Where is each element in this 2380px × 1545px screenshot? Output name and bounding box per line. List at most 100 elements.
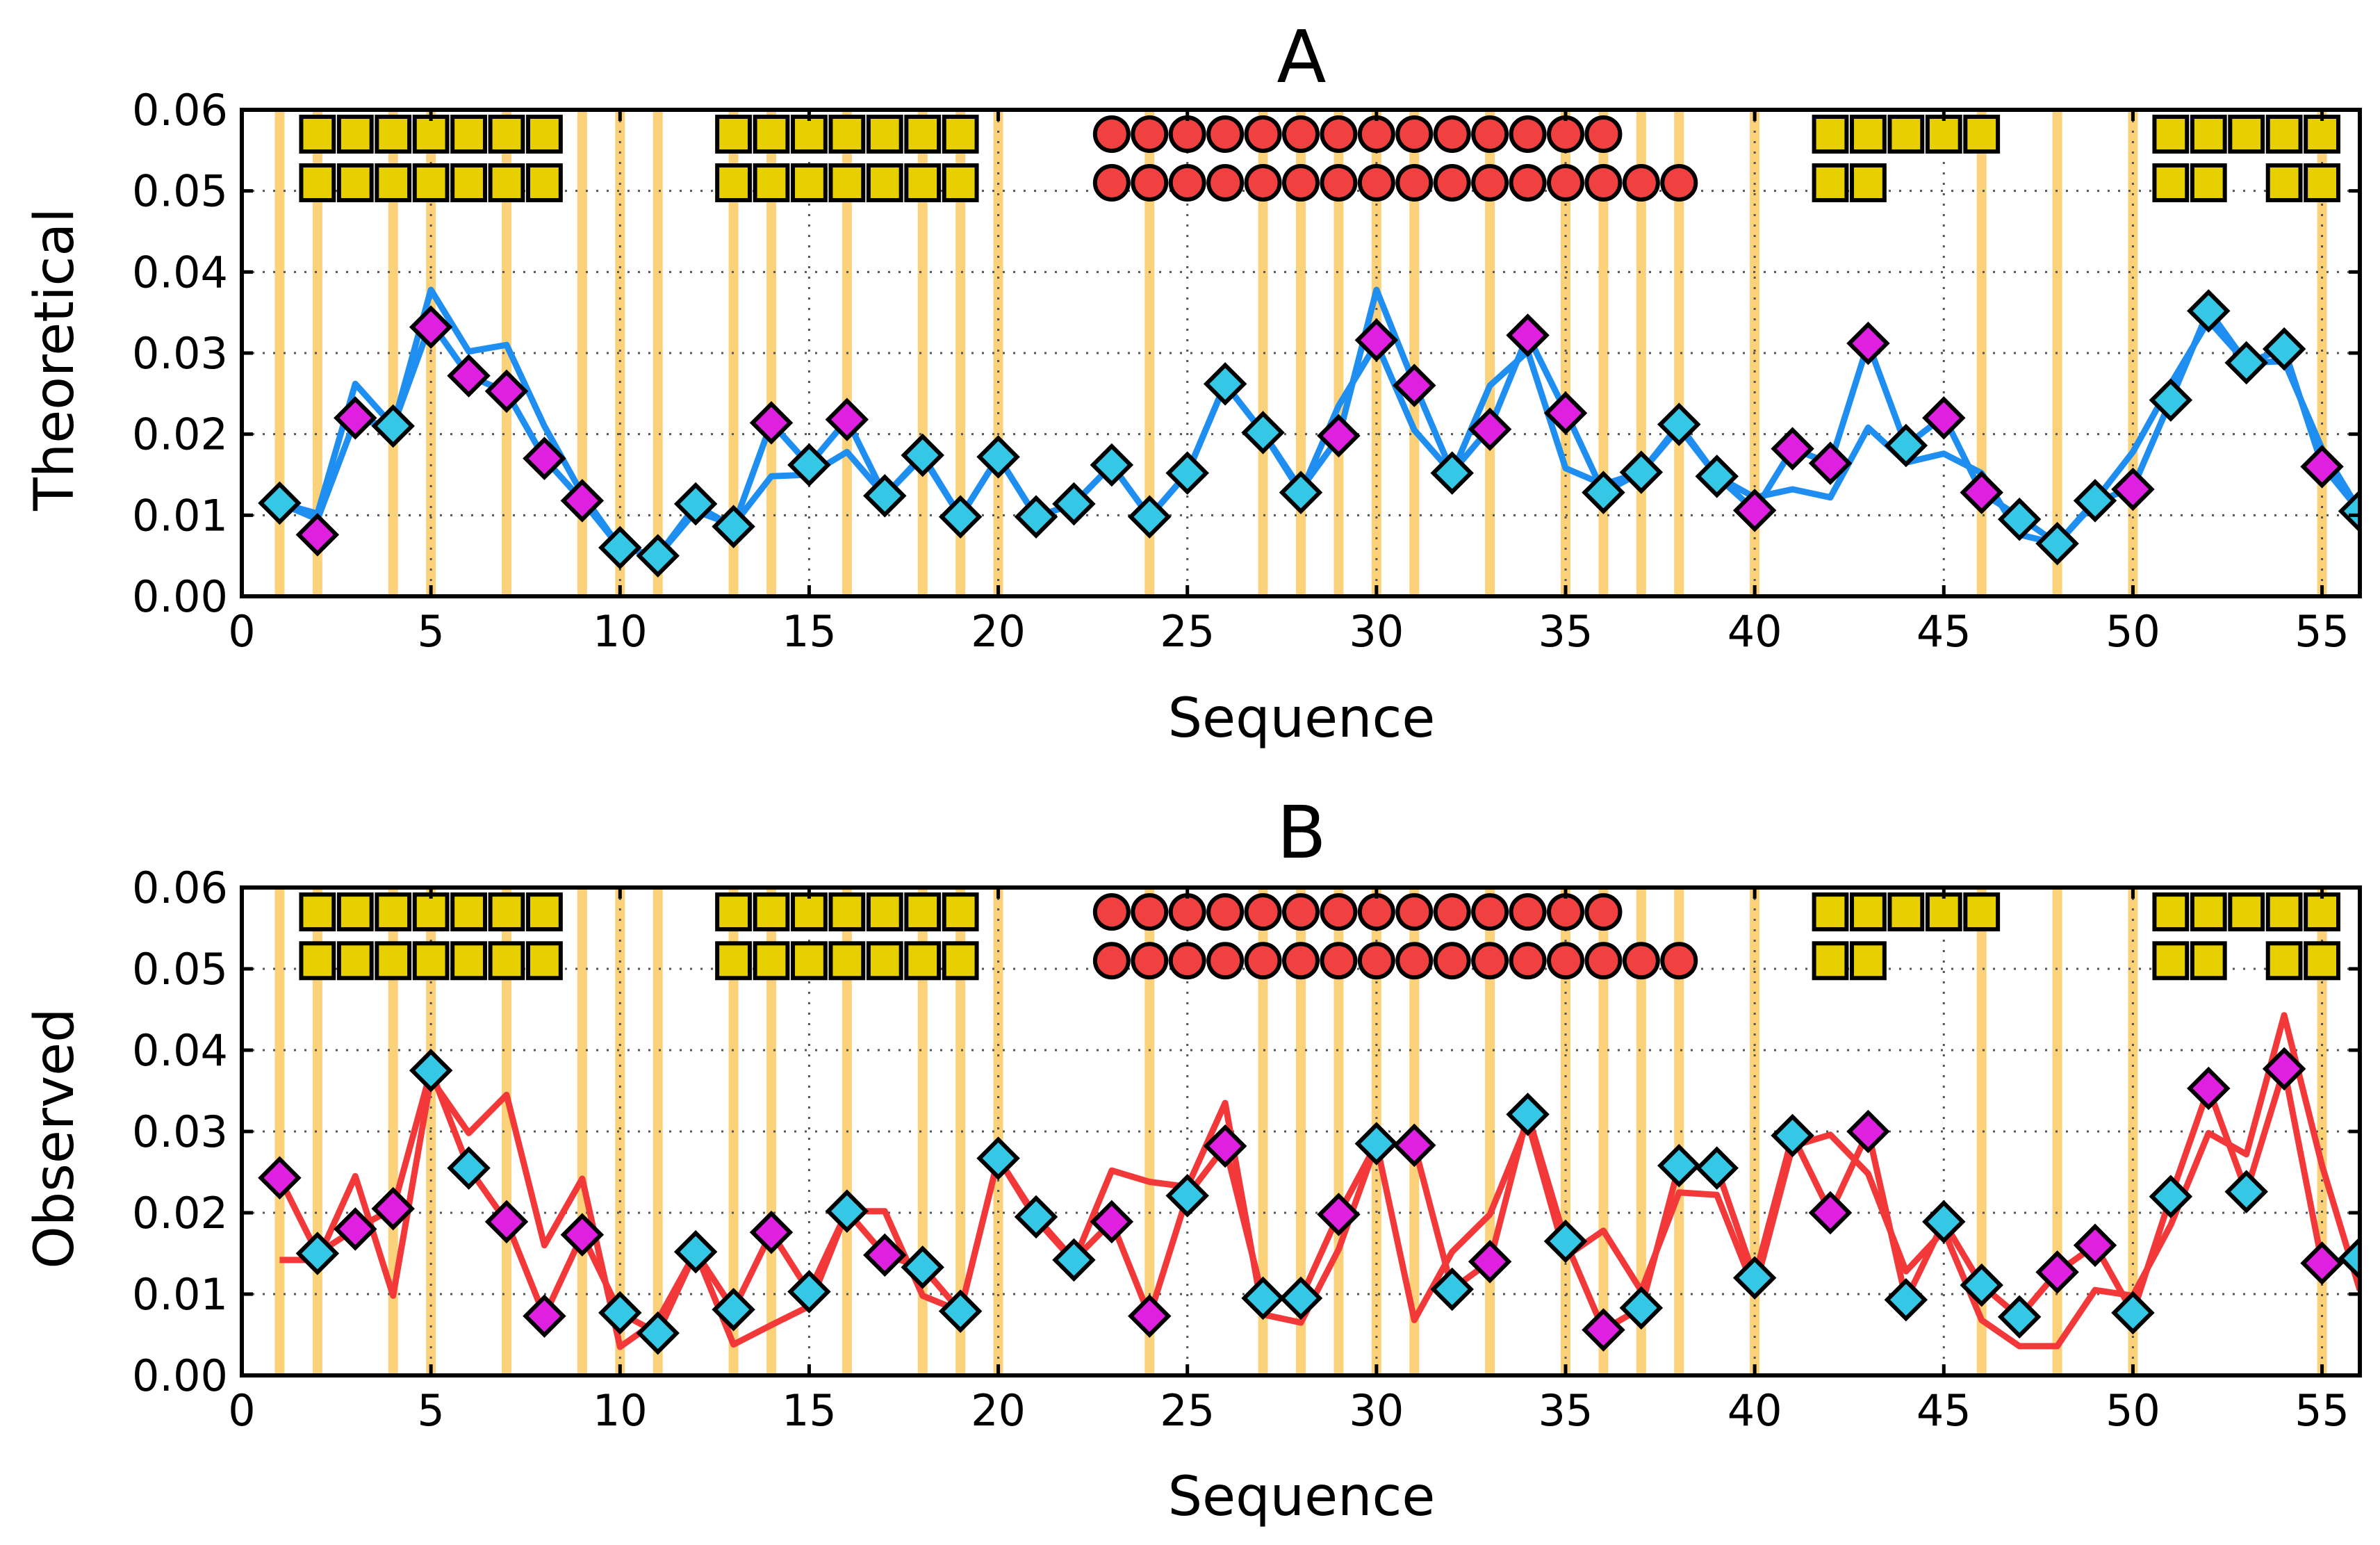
- y-tick-label: 0.06: [132, 85, 228, 136]
- marker-magenta: [2035, 1250, 2079, 1294]
- marker-cyan: [1241, 1276, 1285, 1321]
- x-tick-label: 0: [228, 606, 255, 657]
- marker-cyan: [371, 404, 415, 448]
- x-tick-label: 10: [593, 606, 648, 657]
- marker-cyan: [258, 481, 302, 525]
- helix-box-lower: [942, 941, 979, 981]
- marker-magenta: [484, 369, 529, 414]
- highlight-band: [1674, 110, 1684, 596]
- marker-magenta: [2187, 1066, 2231, 1111]
- x-tick-label: 5: [417, 606, 444, 657]
- marker-magenta: [447, 354, 491, 398]
- helix-box-lower: [299, 941, 336, 981]
- helix-box-lower: [753, 941, 790, 981]
- y-tick-label: 0.05: [132, 944, 228, 995]
- marker-cyan: [1657, 402, 1701, 446]
- helix-box-lower: [828, 941, 866, 981]
- highlight-band: [1976, 888, 1987, 1375]
- marker-magenta: [1468, 1239, 1512, 1284]
- marker-magenta: [863, 1233, 907, 1277]
- helix-box-lower: [450, 163, 487, 202]
- helix-box-lower: [2152, 163, 2190, 202]
- marker-cyan: [1506, 1093, 1550, 1136]
- series-line-2: [279, 1012, 2360, 1350]
- x-tick-label: 25: [1160, 606, 1215, 657]
- strand-circle-upper: [1509, 115, 1547, 153]
- marker-cyan: [1582, 471, 1625, 514]
- highlight-band: [1258, 110, 1268, 596]
- marker-cyan: [901, 433, 944, 477]
- marker-cyan: [825, 1189, 869, 1233]
- helix-box-upper: [375, 115, 412, 154]
- x-tick-label: 10: [593, 1385, 648, 1436]
- x-tick-label: 55: [2295, 1385, 2349, 1436]
- highlight-band: [388, 110, 398, 596]
- helix-box-upper: [450, 892, 487, 932]
- helix-box-lower: [942, 163, 979, 202]
- strand-circle-upper: [1206, 115, 1245, 153]
- helix-box-lower: [715, 163, 752, 202]
- marker-cyan: [1430, 1267, 1474, 1311]
- marker-magenta: [1543, 391, 1588, 435]
- marker-cyan: [1052, 482, 1096, 526]
- helix-box-upper: [1850, 892, 1887, 932]
- helix-box-upper: [1887, 115, 1925, 154]
- helix-box-upper: [1963, 892, 2001, 932]
- strand-circle-upper: [1092, 115, 1131, 153]
- marker-cyan: [2149, 1175, 2193, 1218]
- marker-cyan: [2035, 521, 2079, 566]
- marker-cyan: [2262, 327, 2306, 371]
- strand-circle-upper: [1244, 893, 1282, 931]
- helix-box-lower: [791, 163, 828, 202]
- x-tick-label: 20: [971, 606, 1026, 657]
- marker-cyan: [1241, 411, 1285, 455]
- marker-cyan: [1922, 1200, 1966, 1244]
- strand-circle-lower: [1660, 942, 1698, 980]
- helix-box-lower: [2304, 163, 2340, 202]
- x-tick-label: 15: [782, 606, 837, 657]
- marker-magenta: [371, 1186, 415, 1231]
- marker-cyan: [2073, 479, 2117, 523]
- highlight-band: [274, 110, 285, 596]
- strand-circle-lower: [1168, 164, 1206, 202]
- marker-cyan: [2338, 1236, 2360, 1280]
- marker-magenta: [1468, 407, 1512, 451]
- marker-cyan: [1090, 443, 1134, 487]
- marker-magenta: [2073, 1223, 2117, 1268]
- marker-magenta: [409, 305, 453, 349]
- strand-circle-lower: [1320, 164, 1358, 202]
- strand-circle-lower: [1509, 164, 1547, 202]
- marker-cyan: [1997, 1295, 2042, 1339]
- helix-box-upper: [942, 115, 979, 154]
- highlight-band: [502, 110, 511, 596]
- marker-cyan: [1960, 1263, 2003, 1307]
- helix-box-upper: [2228, 892, 2265, 932]
- highlight-band: [993, 888, 1003, 1375]
- highlight-band: [274, 888, 285, 1375]
- strand-circle-upper: [1320, 893, 1358, 931]
- panel-b-plot-area: 0 5 10 15 20 25 30 35 40 45 50 55 0.00 0.01 0.02 0.03 0.…: [132, 863, 2362, 1436]
- helix-box-upper: [2265, 115, 2303, 154]
- panel-a-title: A: [1277, 15, 1326, 99]
- marker-magenta: [1090, 1200, 1134, 1244]
- marker-cyan: [2111, 1291, 2155, 1335]
- helix-box-upper: [336, 892, 374, 932]
- helix-box-lower: [412, 163, 450, 202]
- x-tick-label: 35: [1538, 1385, 1593, 1436]
- strand-circle-upper: [1131, 893, 1169, 931]
- helix-box-upper: [866, 892, 903, 932]
- highlight-band: [615, 888, 625, 1375]
- marker-magenta: [1393, 363, 1436, 407]
- marker-magenta: [258, 1156, 302, 1200]
- highlight-band: [577, 888, 587, 1375]
- marker-magenta: [2300, 1241, 2344, 1285]
- highlight-band: [1258, 888, 1268, 1375]
- marker-cyan: [1165, 451, 1209, 495]
- strand-circle-lower: [1206, 164, 1245, 202]
- y-tick-label: 0.04: [132, 247, 228, 297]
- marker-cyan: [2338, 489, 2360, 533]
- helix-box-lower: [526, 941, 563, 981]
- panel-b: B Observed Sequence 0 5 10 15 20 25 30 35 40 45 50…: [24, 790, 2362, 1528]
- helix-box-lower: [828, 163, 866, 202]
- marker-cyan: [1014, 1195, 1058, 1239]
